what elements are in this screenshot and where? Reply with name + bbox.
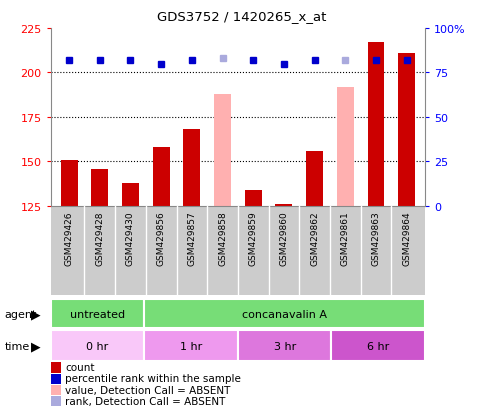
Bar xyxy=(144,330,238,361)
Bar xyxy=(61,160,78,206)
Bar xyxy=(153,148,170,206)
Bar xyxy=(306,152,323,206)
Text: GDS3752 / 1420265_x_at: GDS3752 / 1420265_x_at xyxy=(157,10,326,23)
Text: GSM429862: GSM429862 xyxy=(310,211,319,266)
Bar xyxy=(398,54,415,206)
Bar xyxy=(331,330,425,361)
Text: GSM429863: GSM429863 xyxy=(371,211,381,266)
Text: GSM429859: GSM429859 xyxy=(249,211,258,266)
Text: agent: agent xyxy=(5,309,37,319)
Text: concanavalin A: concanavalin A xyxy=(242,309,327,319)
Text: GSM429428: GSM429428 xyxy=(95,211,104,265)
Text: GSM429856: GSM429856 xyxy=(156,211,166,266)
Text: GSM429864: GSM429864 xyxy=(402,211,411,266)
Bar xyxy=(275,205,292,206)
Text: ▶: ▶ xyxy=(31,339,41,352)
Text: 6 hr: 6 hr xyxy=(367,341,389,351)
Bar xyxy=(337,88,354,206)
Text: GSM429426: GSM429426 xyxy=(65,211,73,265)
Text: GSM429430: GSM429430 xyxy=(126,211,135,266)
Bar xyxy=(214,95,231,206)
Bar xyxy=(51,299,144,328)
Text: rank, Detection Call = ABSENT: rank, Detection Call = ABSENT xyxy=(65,396,226,406)
Text: 1 hr: 1 hr xyxy=(180,341,202,351)
Text: 3 hr: 3 hr xyxy=(273,341,296,351)
Bar xyxy=(238,330,331,361)
Text: percentile rank within the sample: percentile rank within the sample xyxy=(65,374,241,384)
Text: value, Detection Call = ABSENT: value, Detection Call = ABSENT xyxy=(65,385,230,394)
Bar xyxy=(122,183,139,206)
Text: time: time xyxy=(5,341,30,351)
Text: GSM429858: GSM429858 xyxy=(218,211,227,266)
Bar xyxy=(245,190,262,206)
Text: GSM429861: GSM429861 xyxy=(341,211,350,266)
Bar xyxy=(368,43,384,206)
Text: ▶: ▶ xyxy=(31,307,41,320)
Bar xyxy=(51,330,144,361)
Bar xyxy=(144,299,425,328)
Text: untreated: untreated xyxy=(70,309,125,319)
Text: GSM429860: GSM429860 xyxy=(279,211,288,266)
Text: GSM429857: GSM429857 xyxy=(187,211,197,266)
Bar xyxy=(91,169,108,206)
Text: count: count xyxy=(65,363,95,373)
Bar xyxy=(184,130,200,206)
Text: 0 hr: 0 hr xyxy=(86,341,109,351)
